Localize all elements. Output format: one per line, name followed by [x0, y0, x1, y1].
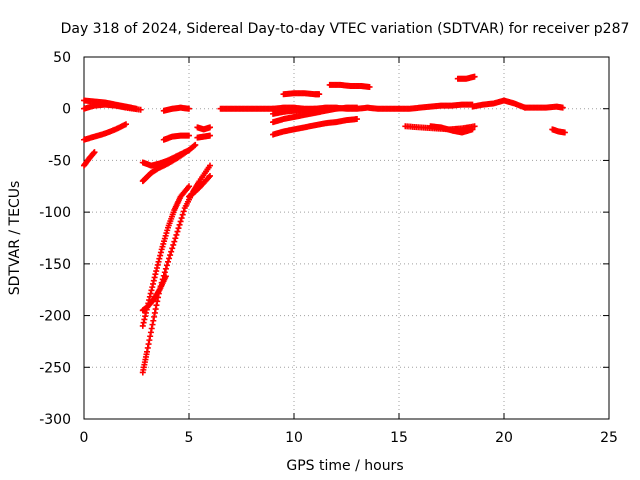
data-point [179, 211, 186, 218]
data-point [170, 241, 177, 248]
data-point [167, 252, 174, 259]
y-tick-label: 0 [62, 102, 71, 118]
series-arc-2 [81, 101, 144, 113]
data-points [81, 73, 568, 376]
x-tick-label: 20 [495, 430, 513, 446]
series-arc-12 [194, 132, 213, 141]
y-tick-label: -150 [39, 257, 71, 273]
data-point [137, 106, 144, 113]
y-tick-label: 50 [53, 50, 71, 66]
series-arc-3 [81, 121, 129, 143]
data-point [471, 123, 478, 130]
data-point [162, 273, 169, 280]
plot-frame [83, 56, 610, 420]
data-point [316, 91, 323, 98]
y-axis-label: SDTVAR / TECUs [7, 181, 23, 296]
data-point [166, 255, 173, 262]
data-point [169, 245, 176, 252]
data-point [186, 105, 192, 112]
series-arc-24 [454, 73, 478, 82]
y-tick-label: -300 [39, 412, 71, 428]
series-arc-13 [160, 132, 192, 143]
x-tick-label: 25 [600, 430, 618, 446]
data-point [354, 116, 360, 123]
data-point [354, 104, 360, 111]
data-point [162, 265, 169, 272]
series-arc-14 [160, 104, 192, 114]
data-point [205, 174, 212, 181]
data-point [171, 238, 178, 245]
series-arc-11 [194, 124, 213, 133]
series-arc-6 [139, 162, 213, 376]
data-point [186, 132, 192, 139]
x-tick-label: 15 [390, 430, 408, 446]
data-point [366, 83, 373, 90]
data-point [207, 172, 213, 179]
data-point [561, 129, 568, 136]
y-tick-label: -50 [48, 153, 71, 169]
axis-ticks: 0 5 10 15 20 25 50 0 -50 -100 -150 -200 -250 -300 [39, 50, 618, 446]
series-arc-8 [139, 273, 169, 314]
data-point [165, 258, 171, 265]
data-point [91, 149, 98, 156]
series-arc-25 [469, 97, 528, 111]
data-point [186, 183, 192, 190]
x-tick-label: 0 [80, 430, 89, 446]
data-point [173, 231, 180, 238]
data-point [559, 104, 566, 111]
x-tick-label: 5 [185, 430, 194, 446]
data-point [163, 262, 170, 269]
series-arc-9 [139, 147, 192, 169]
series-arc-18 [270, 104, 360, 126]
series-arc-27 [549, 126, 568, 136]
series-arc-10 [186, 172, 213, 200]
data-point [123, 121, 129, 128]
series-arc-20 [280, 90, 323, 98]
data-point [186, 147, 192, 154]
data-point [176, 221, 183, 228]
series-arc-15 [217, 105, 276, 112]
series-arc-23 [427, 123, 476, 136]
series-arc-4 [81, 149, 98, 169]
y-tick-label: -100 [39, 205, 71, 221]
data-point [192, 141, 199, 148]
data-point [174, 228, 181, 235]
series-arc-19 [270, 116, 360, 138]
data-point [469, 126, 476, 133]
series-arc-26 [522, 103, 566, 111]
data-point [168, 248, 175, 255]
series-arc-21 [326, 81, 373, 90]
y-tick-label: -250 [39, 360, 71, 376]
chart-title: Day 318 of 2024, Sidereal Day-to-day VTE… [61, 21, 630, 37]
series-arc-7 [139, 183, 192, 329]
data-point [172, 235, 179, 242]
data-point [207, 132, 213, 139]
data-point [178, 215, 185, 222]
data-point [161, 269, 168, 276]
x-tick-label: 10 [285, 430, 303, 446]
data-point [175, 225, 182, 232]
y-tick-label: -200 [39, 309, 71, 325]
data-point [177, 218, 184, 225]
data-point [471, 73, 478, 80]
data-point [180, 208, 187, 215]
data-point [207, 162, 213, 169]
data-point [207, 124, 213, 131]
x-axis-label: GPS time / hours [286, 458, 403, 474]
